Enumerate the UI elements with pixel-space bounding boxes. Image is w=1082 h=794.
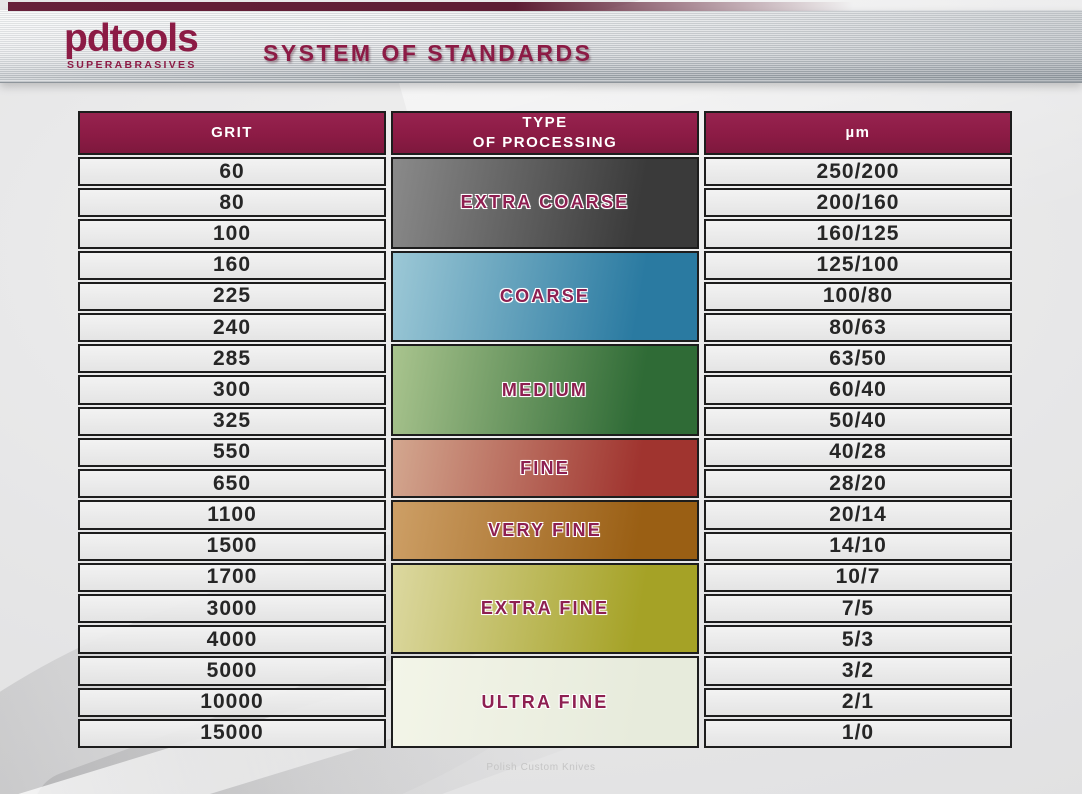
um-cell: 80/63: [704, 313, 1012, 343]
grit-cell: 285: [78, 344, 386, 374]
grit-column-header: GRIT: [78, 111, 386, 155]
um-cell: 3/2: [704, 656, 1012, 686]
type-header-line2: OF PROCESSING: [472, 134, 618, 151]
type-cell: COARSE: [391, 250, 699, 343]
grit-cell: 5000: [78, 656, 386, 686]
grit-cell: 300: [78, 375, 386, 405]
um-cell: 250/200: [704, 157, 1012, 187]
type-cell: FINE: [391, 437, 699, 499]
brand-name: pdtools: [64, 17, 199, 60]
um-cell: 20/14: [704, 500, 1012, 530]
type-header-line1: TYPE: [522, 113, 568, 131]
type-cell: MEDIUM: [391, 344, 699, 436]
type-label: FINE: [520, 457, 570, 478]
grit-cell: 325: [78, 406, 386, 436]
um-cell: 5/3: [704, 625, 1012, 655]
type-label: COARSE: [499, 285, 591, 306]
um-cell: 28/20: [704, 469, 1012, 499]
type-label: VERY FINE: [488, 520, 602, 541]
standards-table: GRIT TYPE OF PROCESSING µm EXTRA COARSE 6…: [78, 111, 1012, 748]
grit-cell: 60: [78, 157, 386, 187]
um-cell: 200/160: [704, 188, 1012, 218]
grit-cell: 1100: [78, 500, 386, 530]
um-column-header: µm: [704, 111, 1012, 155]
um-cell: 1/0: [704, 718, 1012, 748]
type-cell: ULTRA FINE: [391, 656, 699, 748]
um-cell: 14/10: [704, 531, 1012, 561]
um-cell: 10/7: [704, 562, 1012, 592]
um-cell: 160/125: [704, 219, 1012, 249]
grit-cell: 1700: [78, 562, 386, 592]
um-cell: 40/28: [704, 437, 1012, 468]
um-cell: 50/40: [704, 406, 1012, 436]
page-title: SYSTEM OF STANDARDS: [263, 40, 593, 66]
grit-cell: 3000: [78, 593, 386, 624]
um-cell: 63/50: [704, 344, 1012, 374]
type-cell: VERY FINE: [391, 500, 699, 561]
grit-cell: 10000: [78, 687, 386, 717]
grit-cell: 550: [78, 437, 386, 468]
top-accent-bar: [8, 2, 853, 11]
grit-cell: 15000: [78, 718, 386, 748]
grit-cell: 4000: [78, 625, 386, 655]
grit-cell: 225: [78, 281, 386, 312]
um-cell: 60/40: [704, 375, 1012, 405]
type-label: EXTRA FINE: [480, 598, 610, 619]
grit-cell: 240: [78, 313, 386, 343]
grit-cell: 80: [78, 188, 386, 218]
type-column-header: TYPE OF PROCESSING: [391, 111, 699, 155]
brand-logo: pdtools SUPERABRASIVES: [64, 17, 199, 71]
um-cell: 7/5: [704, 593, 1012, 624]
type-label: EXTRA COARSE: [460, 192, 630, 213]
grit-cell: 1500: [78, 531, 386, 561]
type-label: MEDIUM: [501, 379, 589, 400]
um-cell: 100/80: [704, 281, 1012, 312]
type-cell: EXTRA COARSE: [391, 157, 699, 249]
header-band: pdtools SUPERABRASIVES SYSTEM OF STANDAR…: [0, 10, 1082, 83]
brand-subtitle: SUPERABRASIVES: [67, 59, 197, 71]
grit-cell: 160: [78, 250, 386, 280]
grit-cell: 650: [78, 469, 386, 499]
type-cell: EXTRA FINE: [391, 562, 699, 655]
um-cell: 125/100: [704, 250, 1012, 280]
type-label: ULTRA FINE: [481, 691, 609, 712]
um-cell: 2/1: [704, 687, 1012, 717]
watermark-text: Polish Custom Knives: [486, 762, 596, 773]
grit-cell: 100: [78, 219, 386, 249]
